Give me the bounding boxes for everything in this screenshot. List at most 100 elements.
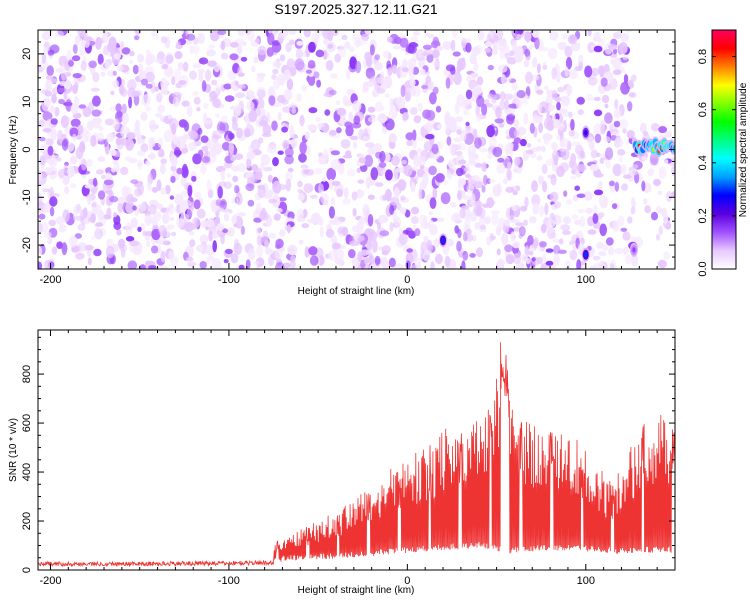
spectrogram-cell [295, 48, 303, 60]
spectrogram-cell [303, 183, 314, 194]
spectrogram-cell [405, 260, 411, 269]
spectrogram-cell [618, 119, 629, 129]
spectrogram-cell [262, 230, 269, 244]
spectrogram-x-ticks: -200 -100 0 100 [39, 30, 676, 286]
spectrogram-cell [307, 60, 316, 69]
spectrogram-cell [175, 136, 186, 148]
spectrogram-cell [663, 213, 669, 224]
spectrogram-cell [229, 41, 239, 48]
spectrogram-cell [207, 189, 214, 199]
spectrogram-cell [586, 94, 594, 102]
spectrogram-cell [567, 34, 578, 45]
spectrogram-cell [137, 53, 145, 63]
spectrogram-cell [379, 150, 386, 163]
spectrogram-cell [168, 117, 179, 130]
spectrogram-cell [406, 248, 414, 253]
spectrogram-cell [200, 220, 208, 228]
spectrogram-cell [282, 106, 291, 113]
spectrogram-cell [367, 116, 378, 123]
spectrogram-cell [623, 74, 629, 84]
spectrogram-cell [605, 237, 614, 246]
spectrogram-cell [157, 137, 164, 148]
spectrogram-cell [576, 96, 585, 105]
spectrogram-cell [90, 213, 96, 224]
spectrogram-cell [220, 115, 228, 124]
spectrogram-cell [394, 216, 402, 227]
spectrogram-cell [56, 241, 63, 249]
spectrogram-cell [186, 223, 196, 231]
spectrogram-cell [55, 67, 64, 73]
spectrogram-cell [38, 191, 42, 196]
spectrogram-cell [211, 79, 218, 86]
spectrogram-cell [277, 112, 282, 121]
spectrogram-cell [523, 112, 529, 125]
spectrogram-cell [506, 57, 517, 65]
spectrogram-cell [612, 69, 622, 76]
spectrogram-cell [77, 30, 87, 38]
spectrogram-cell [435, 253, 443, 265]
spectrogram-cell [510, 231, 516, 242]
spectrogram-cell [271, 120, 278, 131]
spectrogram-cell [160, 158, 167, 165]
spectrogram-cell [353, 115, 361, 125]
spectrogram-cell [412, 129, 417, 141]
spectrogram-cell [83, 36, 93, 42]
spectrogram-cell [622, 128, 627, 134]
spectrogram-heatmap [38, 30, 675, 269]
snr-x-tick-label: -100 [218, 575, 240, 587]
spectrogram-cell [505, 186, 515, 193]
spectrogram-cell [593, 109, 603, 117]
spectrogram-cell [199, 261, 207, 269]
spectrogram-cell [496, 248, 501, 256]
spectrogram-cell [528, 250, 534, 256]
spectrogram-cell [240, 225, 245, 235]
spectrogram-cell [344, 41, 351, 49]
spectrogram-cell [393, 186, 400, 199]
spectrogram-cell [341, 34, 348, 41]
spectrogram-cell [121, 186, 129, 198]
spectrogram-cell [211, 258, 222, 269]
spectrogram-cell [130, 217, 138, 228]
spectrogram-cell [412, 166, 418, 171]
spectrogram-cell [226, 173, 232, 178]
spectrogram-cell [267, 174, 273, 183]
spectrogram-cell [330, 197, 336, 206]
spectrogram-cell [387, 36, 393, 43]
spectrogram-cell [486, 197, 495, 209]
spectrogram-cell [277, 150, 284, 155]
spectrogram-cell [132, 245, 142, 256]
spectrogram-cell [92, 177, 98, 187]
spectrogram-cell [325, 60, 334, 71]
spectrogram-cell [130, 179, 139, 184]
spectrogram-cell [598, 65, 605, 78]
spectrogram-cell [391, 155, 400, 166]
spectrogram-cell [46, 138, 54, 146]
spectrogram-cell [525, 71, 533, 84]
spectrogram-cell [206, 218, 214, 228]
spectrogram-cell [48, 166, 58, 180]
spectrogram-cell [592, 213, 599, 224]
spectrogram-cell [171, 76, 176, 86]
spectrogram-cell [72, 44, 78, 54]
spectrogram-cell [385, 169, 393, 181]
spectrogram-cell [579, 216, 586, 228]
spectrogram-y-tick-label: 10 [21, 96, 33, 108]
spectrogram-cell [432, 49, 440, 59]
spectrogram-cell [429, 197, 437, 209]
spectrogram-cell [160, 250, 166, 263]
spectrogram-cell [576, 259, 582, 269]
spectrogram-cell [663, 159, 669, 164]
spectrogram-cell [287, 244, 298, 256]
spectrogram-cell [412, 154, 422, 167]
spectrogram-cell [410, 35, 418, 43]
spectrogram-cell [348, 46, 355, 52]
spectrogram-cell [330, 159, 341, 171]
spectrogram-cell [133, 126, 141, 137]
spectrogram-cell [642, 131, 649, 136]
spectrogram-cell [90, 235, 95, 240]
spectrogram-cell [78, 104, 87, 109]
spectrogram-cell [200, 135, 209, 143]
hotspot-core [632, 247, 636, 253]
spectrogram-cell [181, 147, 189, 154]
spectrogram-cell [174, 51, 183, 60]
